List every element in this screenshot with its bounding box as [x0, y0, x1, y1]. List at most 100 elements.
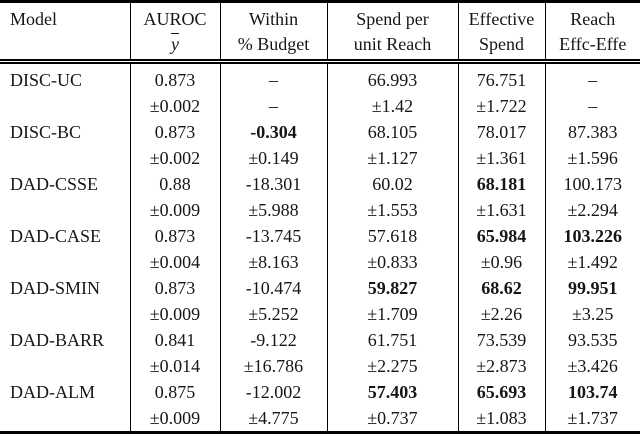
cell-value: -9.122: [220, 327, 328, 353]
header-line: y: [131, 32, 220, 57]
cell-value: 87.383: [568, 122, 618, 142]
table-row-errors: ±0.014 ±16.786 ±2.275 ±2.873 ±3.426: [0, 353, 640, 379]
cell-value: 68.105: [327, 119, 459, 145]
header-line: Within: [248, 9, 299, 29]
cell-value: 0.873: [130, 119, 221, 145]
cell-error: ±2.294: [567, 200, 618, 220]
cell-error: ±1.596: [567, 148, 618, 168]
model-name: DAD-CASE: [0, 223, 131, 249]
cell-value: 76.751: [458, 61, 546, 93]
cell-error: ±0.009: [130, 197, 221, 223]
header-line: Effc-Effe: [559, 34, 627, 54]
model-name: DISC-UC: [0, 61, 131, 93]
cell-error: ±1.42: [327, 93, 459, 119]
cell-value: 65.693: [458, 379, 546, 405]
header-line: Effective: [468, 9, 535, 29]
cell-value: 57.403: [327, 379, 459, 405]
model-name-spacer: [0, 353, 131, 379]
column-header-spend-per-unit-reach: Spend per unit Reach: [327, 1, 459, 64]
cell-error: ±0.014: [130, 353, 221, 379]
header-line: % Budget: [237, 34, 310, 54]
cell-error: ±3.25: [572, 304, 614, 324]
cell-value: 61.751: [327, 327, 459, 353]
model-name-spacer: [0, 93, 131, 119]
table-row: DISC-BC 0.873 -0.304 68.105 78.017 87.38…: [0, 119, 640, 145]
cell-error: ±0.96: [458, 249, 546, 275]
cell-error: ±0.004: [130, 249, 221, 275]
table-row: DAD-BARR 0.841 -9.122 61.751 73.539 93.5…: [0, 327, 640, 353]
column-header-model: Model: [0, 1, 131, 64]
cell-error: ±3.426: [567, 356, 618, 376]
column-header-reach-effc-effe: Reach Effc-Effe: [545, 1, 640, 64]
cell-error: ±1.737: [567, 408, 618, 428]
cell-value: 100.173: [563, 174, 623, 194]
cell-error: ±1.553: [327, 197, 459, 223]
cell-value: 59.827: [327, 275, 459, 301]
header-line: Model: [10, 9, 57, 29]
cell-value: 0.841: [130, 327, 221, 353]
cell-error: ±0.833: [327, 249, 459, 275]
cell-value: 60.02: [327, 171, 459, 197]
cell-value: -12.002: [220, 379, 328, 405]
header-line: unit Reach: [353, 34, 432, 54]
cell-error: ±1.709: [327, 301, 459, 327]
cell-value: 78.017: [458, 119, 546, 145]
cell-value: 93.535: [568, 330, 618, 350]
cell-error: ±0.002: [130, 93, 221, 119]
cell-error: ±0.002: [130, 145, 221, 171]
cell-value: 0.873: [130, 275, 221, 301]
cell-value: -13.745: [220, 223, 328, 249]
cell-value: 68.62: [458, 275, 546, 301]
cell-error: –: [588, 96, 598, 116]
cell-error: ±2.26: [458, 301, 546, 327]
cell-error: ±1.631: [458, 197, 546, 223]
table-row-errors: ±0.009 ±5.252 ±1.709 ±2.26 ±3.25: [0, 301, 640, 327]
cell-value: –: [220, 61, 328, 93]
cell-value: 103.226: [563, 226, 623, 246]
cell-error: ±1.361: [458, 145, 546, 171]
model-name: DAD-CSSE: [0, 171, 131, 197]
cell-error: ±2.275: [327, 353, 459, 379]
cell-value: -18.301: [220, 171, 328, 197]
cell-error: ±4.775: [220, 405, 328, 433]
table-row-errors: ±0.002 – ±1.42 ±1.722 –: [0, 93, 640, 119]
cell-error: –: [220, 93, 328, 119]
cell-value: 0.88: [130, 171, 221, 197]
cell-value: 0.875: [130, 379, 221, 405]
model-name-spacer: [0, 197, 131, 223]
table-header: Model AUROC y Within % Budget Spend per …: [0, 1, 640, 64]
model-name-spacer: [0, 405, 131, 433]
cell-error: ±2.873: [458, 353, 546, 379]
cell-value: 57.618: [327, 223, 459, 249]
model-name: DAD-SMIN: [0, 275, 131, 301]
cell-error: ±5.252: [220, 301, 328, 327]
table-row-errors: ±0.009 ±5.988 ±1.553 ±1.631 ±2.294: [0, 197, 640, 223]
table-row-errors: ±0.002 ±0.149 ±1.127 ±1.361 ±1.596: [0, 145, 640, 171]
header-line: Reach: [570, 9, 616, 29]
model-name-spacer: [0, 249, 131, 275]
cell-value: –: [588, 70, 598, 90]
table-row-errors: ±0.009 ±4.775 ±0.737 ±1.083 ±1.737: [0, 405, 640, 433]
cell-error: ±1.722: [458, 93, 546, 119]
cell-error: ±5.988: [220, 197, 328, 223]
model-name: DAD-ALM: [0, 379, 131, 405]
cell-value: 103.74: [568, 382, 618, 402]
cell-value: 73.539: [458, 327, 546, 353]
table-body: DISC-UC 0.873 – 66.993 76.751 – ±0.002 –…: [0, 61, 640, 433]
header-line: Spend: [479, 34, 524, 54]
cell-error: ±0.737: [327, 405, 459, 433]
model-name: DISC-BC: [0, 119, 131, 145]
cell-value: 65.984: [458, 223, 546, 249]
column-header-auroc: AUROC y: [130, 1, 221, 64]
cell-error: ±1.083: [458, 405, 546, 433]
model-name-spacer: [0, 301, 131, 327]
model-name: DAD-BARR: [0, 327, 131, 353]
cell-error: ±1.492: [567, 252, 618, 272]
cell-value: 99.951: [568, 278, 618, 298]
cell-value: -10.474: [220, 275, 328, 301]
column-header-within-budget: Within % Budget: [220, 1, 328, 64]
cell-error: ±16.786: [220, 353, 328, 379]
table-row: DISC-UC 0.873 – 66.993 76.751 –: [0, 61, 640, 93]
cell-value: 0.873: [130, 61, 221, 93]
